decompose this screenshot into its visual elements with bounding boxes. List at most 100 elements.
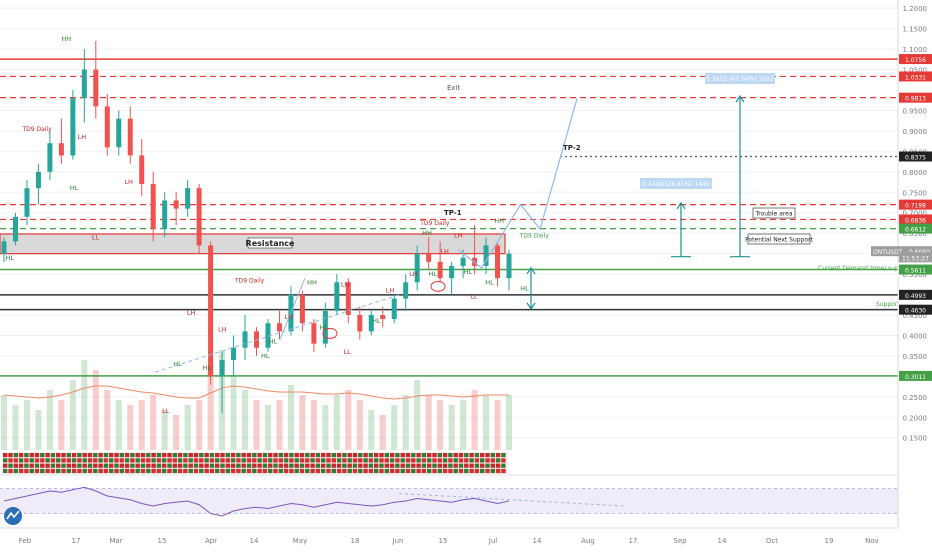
td-strip-cell [40,468,45,474]
candle-body[interactable] [426,253,432,262]
candle-body[interactable] [47,143,53,172]
price-scale-panel[interactable] [898,0,932,528]
circle-marker[interactable] [322,327,338,339]
candle-body[interactable] [231,347,237,360]
td-strip-cell [469,453,474,458]
candle-body[interactable] [449,265,455,279]
td-strip-cell [501,463,506,468]
td-strip-cell [352,463,358,468]
candle-body[interactable] [380,315,386,320]
td-strip-cell [474,463,480,468]
candle-body[interactable] [460,257,466,266]
double-arrow[interactable] [526,266,536,310]
td-strip-cell [252,458,257,463]
td-strip-cell [421,458,427,463]
price-tag-label: 0.6612 [905,227,926,234]
candle-body[interactable] [35,171,41,189]
td-strip-cell [342,463,347,468]
candle-body[interactable] [322,310,328,344]
td-strip-cell [77,453,82,458]
candle-body[interactable] [345,282,351,315]
candle-body[interactable] [483,245,489,266]
td-strip-cell [368,458,374,463]
swing-label: LL [92,233,100,241]
candle-body[interactable] [265,323,271,348]
price-tag[interactable]: 1.0331 [899,71,932,82]
time-tick-label: 14 [718,537,727,545]
candle-body[interactable] [150,184,156,230]
price-tag[interactable]: 0.5611 [899,264,932,275]
price-tag[interactable]: 1.0756 [899,54,932,65]
td-strip-cell [124,463,130,468]
candle-body[interactable] [196,188,202,246]
projection-path[interactable] [457,98,578,269]
td-strip-cell [61,463,66,468]
candle-body[interactable] [81,69,87,99]
measure-arrow-small[interactable] [671,201,691,258]
volume-bar [81,360,88,450]
candle-body[interactable] [173,200,179,209]
tradingview-logo-icon[interactable] [4,507,22,525]
candle-body[interactable] [311,323,317,344]
channel-line[interactable] [279,277,306,340]
price-tag[interactable]: 0.6836 [899,214,932,225]
volume-bar [46,390,53,450]
candle-body[interactable] [116,118,122,148]
price-tag-label: 0.7198 [905,203,926,210]
candle-body[interactable] [506,253,512,279]
candle-body[interactable] [495,245,501,279]
candle-body[interactable] [414,253,420,283]
td-strip-cell [172,458,177,463]
candle-body[interactable] [334,282,340,311]
candle-body[interactable] [357,315,363,332]
candle-body[interactable] [58,143,64,156]
td-strip-cell [124,453,130,458]
candle-body[interactable] [299,294,305,324]
candle-body[interactable] [437,261,443,279]
candle-body[interactable] [368,315,374,332]
td-strip-cell [140,463,146,468]
price-tag[interactable]: 0.4630 [899,304,932,315]
td-strip-cell [485,453,490,458]
candle-body[interactable] [391,298,397,320]
resistance-label: Resistance [246,239,296,248]
price-tag[interactable]: 0.9813 [899,92,932,103]
measure-arrow-large[interactable] [730,95,750,258]
circle-marker[interactable] [430,280,446,292]
time-axis-ticks[interactable]: Feb 17 Mar 15 Apr 14 May 18 Jun 15 Jul 14 Aug 17 Sep 14… [19,537,879,545]
td-strip-cell [215,453,220,458]
price-tag[interactable]: 0.4993 [899,289,932,300]
candle-body[interactable] [276,323,282,332]
rsi-trendline[interactable] [398,493,624,507]
price-tag[interactable]: 0.7198 [899,199,932,210]
candle-body[interactable] [208,245,214,377]
candle-body[interactable] [1,241,7,254]
candle-body[interactable] [70,98,76,156]
candle-body[interactable] [24,188,30,217]
candle-body[interactable] [242,331,248,348]
candle-body[interactable] [104,106,110,148]
candle-body[interactable] [162,200,168,230]
candle-body[interactable] [403,282,409,299]
ascending-trendline[interactable] [154,294,401,373]
candle-body[interactable] [139,155,145,185]
td-strip-cell [220,453,225,458]
td-strip-cell [130,468,135,474]
candle-body[interactable] [127,118,133,156]
candle-body[interactable] [185,188,191,209]
chart-text-label: TP-1 [444,209,462,217]
swing-label: LH [124,178,133,186]
candle-body[interactable] [12,216,18,242]
candle-body[interactable] [219,360,225,377]
rsi-line[interactable] [3,486,510,517]
td-strip-cell [183,463,188,468]
price-tag[interactable]: 0.6612 [899,223,932,234]
td-strip-cell [130,458,135,463]
price-tag[interactable]: 0.3011 [899,370,932,381]
candle-body[interactable] [93,69,99,107]
price-tag[interactable]: 11:53:27 [899,252,932,263]
price-tag[interactable]: 0.8375 [899,151,932,162]
td-strip-cell [103,463,109,468]
candle-body[interactable] [254,331,259,348]
